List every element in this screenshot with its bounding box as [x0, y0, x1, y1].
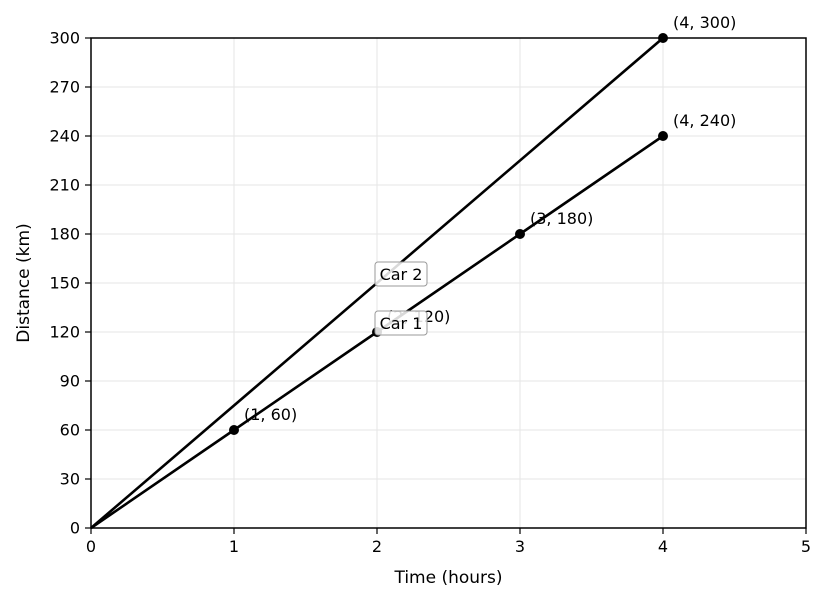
point-labels: (1, 60)(2, 120)(3, 180)(4, 240)Car 1(4, …	[244, 13, 736, 424]
x-tick-label: 0	[86, 537, 96, 556]
y-tick-label: 150	[49, 274, 80, 293]
x-tick-label: 5	[801, 537, 811, 556]
x-tick-label: 2	[372, 537, 382, 556]
x-tick-label: 4	[658, 537, 668, 556]
data-label: (1, 60)	[244, 405, 297, 424]
x-tick-label: 3	[515, 537, 525, 556]
series-label-box	[374, 261, 428, 287]
data-point	[229, 425, 239, 435]
y-axis-label: Distance (km)	[14, 223, 34, 342]
data-label: (4, 240)	[673, 111, 736, 130]
y-tick-label: 60	[60, 421, 80, 440]
y-tick-label: 180	[49, 225, 80, 244]
y-tick-label: 270	[49, 78, 80, 97]
data-point	[515, 229, 525, 239]
data-label: (3, 180)	[530, 209, 593, 228]
y-tick-label: 300	[49, 29, 80, 48]
data-point	[658, 131, 668, 141]
x-axis-label: Time (hours)	[393, 568, 502, 588]
y-tick-label: 30	[60, 470, 80, 489]
y-tick-label: 90	[60, 372, 80, 391]
y-tick-label: 240	[49, 127, 80, 146]
y-tick-label: 210	[49, 176, 80, 195]
series-label-box	[374, 310, 428, 336]
series-label-text: Car 2	[380, 265, 423, 284]
axis-ticks: 0 1 2 3 4 5 0 30 60 90 120 150 180 210 240 270 300	[49, 29, 811, 557]
series-label-2: Car 2	[374, 261, 428, 287]
y-tick-label: 0	[70, 519, 80, 538]
plot-frame	[90, 37, 807, 529]
data-label: (4, 300)	[673, 13, 736, 32]
x-tick-label: 1	[229, 537, 239, 556]
series-label-text: Car 1	[380, 314, 423, 333]
series-label-1: Car 1	[374, 310, 428, 336]
y-tick-label: 120	[49, 323, 80, 342]
